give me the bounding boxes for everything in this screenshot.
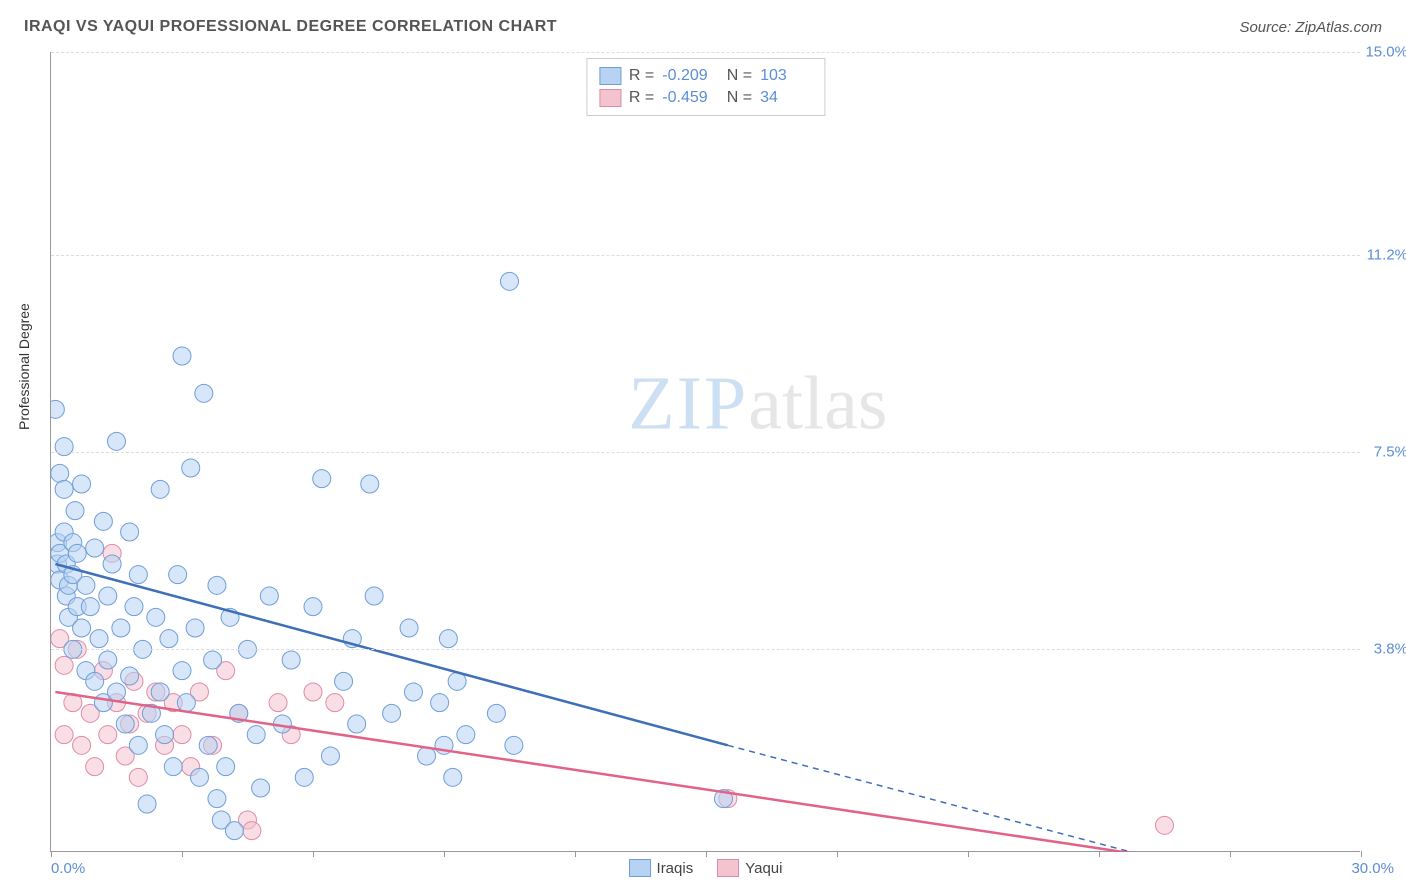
x-min-label: 0.0% <box>51 860 85 877</box>
x-max-label: 30.0% <box>1351 860 1394 877</box>
stats-row-yaqui: R = -0.459 N = 34 <box>599 87 812 109</box>
stats-row-iraqis: R = -0.209 N = 103 <box>599 65 812 87</box>
y-axis-title: Professional Degree <box>16 303 32 430</box>
y-tick-label: 7.5% <box>1374 444 1406 461</box>
y-tick-label: 3.8% <box>1374 641 1406 658</box>
x-tick <box>968 851 969 857</box>
x-tick <box>1099 851 1100 857</box>
y-tick-label: 11.2% <box>1367 246 1406 263</box>
gridline <box>51 52 1360 53</box>
legend-item-yaqui: Yaqui <box>717 859 782 877</box>
x-tick <box>706 851 707 857</box>
swatch-yaqui <box>599 89 621 107</box>
gridline <box>51 255 1360 256</box>
r-value-yaqui: -0.459 <box>662 89 714 107</box>
r-value-iraqis: -0.209 <box>662 67 714 85</box>
swatch-iraqis <box>599 67 621 85</box>
series-legend: Iraqis Yaqui <box>629 859 783 877</box>
x-tick <box>182 851 183 857</box>
x-tick <box>1361 851 1362 857</box>
x-tick <box>444 851 445 857</box>
y-tick-label: 15.0% <box>1365 44 1406 61</box>
gridline <box>51 649 1360 650</box>
n-value-yaqui: 34 <box>760 89 812 107</box>
x-tick <box>313 851 314 857</box>
chart-title: IRAQI VS YAQUI PROFESSIONAL DEGREE CORRE… <box>24 18 557 36</box>
gridline <box>51 452 1360 453</box>
x-tick <box>575 851 576 857</box>
correlation-stats-box: R = -0.209 N = 103 R = -0.459 N = 34 <box>586 58 825 116</box>
x-tick <box>837 851 838 857</box>
n-value-iraqis: 103 <box>760 67 812 85</box>
x-tick <box>1230 851 1231 857</box>
plot-area: ZIPatlas R = -0.209 N = 103 R = -0.459 N… <box>50 52 1360 852</box>
legend-item-iraqis: Iraqis <box>629 859 694 877</box>
x-tick <box>51 851 52 857</box>
source-attribution: Source: ZipAtlas.com <box>1239 19 1382 36</box>
